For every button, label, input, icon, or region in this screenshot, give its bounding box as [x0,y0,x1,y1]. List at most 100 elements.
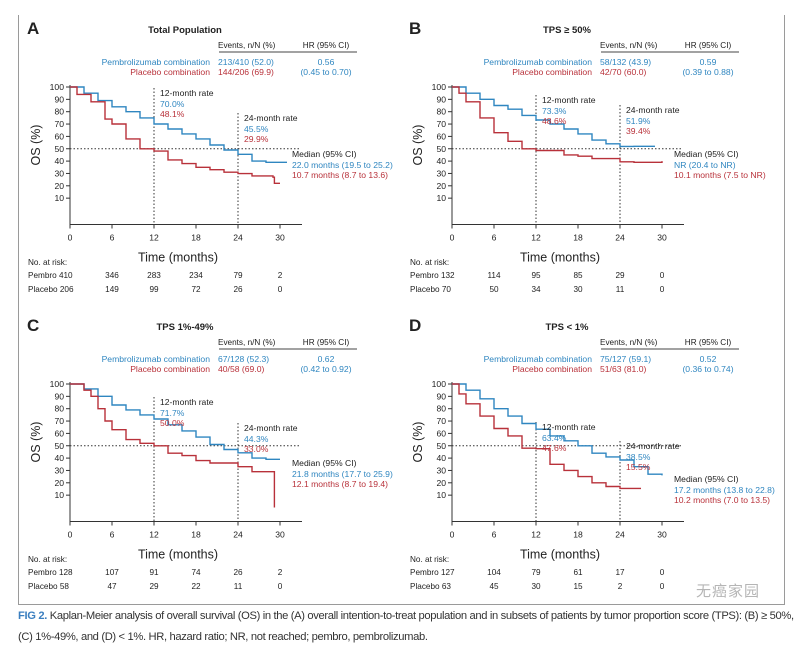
y-axis-label: OS (%) [29,125,43,166]
at-risk-placebo-count: 11 [234,582,243,591]
x-tick-label: 12 [149,233,159,243]
y-axis-label: OS (%) [411,125,425,166]
pembro-survival-curve [70,86,287,163]
x-tick-label: 30 [657,530,667,540]
median-os-placebo: 10.7 months (8.7 to 13.6) [292,170,388,180]
at-risk-pembro-count: 26 [233,568,243,577]
rate-24-month-placebo: 33.0% [244,444,269,454]
events-value: 75/127 (59.1) [600,354,651,364]
rate-12-month-placebo: 50.0% [160,418,185,428]
at-risk-placebo-count: 11 [616,285,625,294]
y-tick-label: 100 [432,379,447,389]
x-tick-label: 0 [68,530,73,540]
y-tick-label: 40 [436,156,446,166]
y-tick-label: 90 [54,391,64,401]
median-os-placebo: 10.2 months (7.0 to 13.5) [674,495,770,505]
at-risk-placebo-label: Placebo 63 [410,582,451,591]
panel-title: TPS 1%-49% [156,322,214,333]
hr-header: HR (95% CI) [685,338,732,347]
y-tick-label: 70 [436,416,446,426]
at-risk-label: No. at risk: [28,258,67,267]
rate-24-month-label: 24-month rate [244,423,298,433]
at-risk-placebo-label: Placebo 70 [410,285,451,294]
at-risk-pembro-count: 114 [487,271,500,280]
pembro-survival-curve [452,383,663,476]
caption-text: Kaplan-Meier analysis of overall surviva… [18,610,794,643]
placebo-survival-curve [452,86,663,163]
events-value: 67/128 (52.3) [218,354,269,364]
hr-value: 0.52 [700,354,717,364]
at-risk-pembro-count: 95 [531,271,541,280]
at-risk-pembro-count: 107 [105,568,119,577]
x-tick-label: 24 [233,530,243,540]
at-risk-pembro-count: 91 [149,568,159,577]
y-tick-label: 90 [436,94,446,104]
events-header: Events, n/N (%) [600,41,658,50]
hr-value: (0.39 to 0.88) [682,67,733,77]
panel-letter: A [27,19,39,38]
series-legend-label: Placebo combination [512,364,592,374]
x-tick-label: 6 [110,233,115,243]
series-legend-label: Pembrolizumab combination [484,57,593,67]
at-risk-placebo-count: 0 [278,582,283,591]
rate-12-month-pembro: 63.4% [542,433,567,443]
at-risk-pembro-count: 346 [105,271,119,280]
y-tick-label: 20 [436,478,446,488]
x-tick-label: 12 [149,530,159,540]
hr-header: HR (95% CI) [685,41,732,50]
at-risk-placebo-count: 149 [105,285,119,294]
x-tick-label: 30 [275,530,285,540]
y-tick-label: 50 [436,441,446,451]
y-tick-label: 90 [436,391,446,401]
rate-12-month-label: 12-month rate [160,88,214,98]
rate-12-month-pembro: 71.7% [160,408,185,418]
y-tick-label: 40 [436,453,446,463]
rate-24-month-label: 24-month rate [244,113,298,123]
x-tick-label: 6 [492,233,497,243]
rate-24-month-pembro: 38.5% [626,452,651,462]
rate-12-month-label: 12-month rate [542,95,596,105]
at-risk-pembro-count: 0 [660,271,665,280]
y-tick-label: 40 [54,453,64,463]
y-tick-label: 20 [436,181,446,191]
y-tick-label: 60 [436,428,446,438]
rate-24-month-pembro: 44.3% [244,434,269,444]
at-risk-placebo-count: 30 [573,285,583,294]
rate-24-month-pembro: 45.5% [244,124,269,134]
at-risk-pembro-count: 74 [191,568,201,577]
y-tick-label: 10 [436,490,446,500]
events-header: Events, n/N (%) [218,338,276,347]
y-tick-label: 30 [54,465,64,475]
hr-value: 0.59 [700,57,717,67]
y-tick-label: 70 [54,416,64,426]
at-risk-placebo-count: 50 [489,285,499,294]
x-axis-label: Time (months) [138,251,218,265]
at-risk-label: No. at risk: [28,555,67,564]
rate-24-month-label: 24-month rate [626,105,680,115]
series-legend-label: Placebo combination [130,67,210,77]
hr-header: HR (95% CI) [303,41,350,50]
median-os-pembro: NR (20.4 to NR) [674,160,736,170]
at-risk-pembro-count: 17 [615,568,625,577]
y-tick-label: 30 [54,168,64,178]
x-tick-label: 30 [275,233,285,243]
y-tick-label: 90 [54,94,64,104]
series-legend-label: Pembrolizumab combination [102,354,211,364]
y-tick-label: 50 [54,144,64,154]
x-tick-label: 24 [233,233,243,243]
y-tick-label: 20 [54,181,64,191]
at-risk-pembro-count: 283 [147,271,161,280]
rate-12-month-pembro: 70.0% [160,99,185,109]
at-risk-placebo-label: Placebo 58 [28,582,69,591]
y-tick-label: 10 [54,490,64,500]
x-tick-label: 30 [657,233,667,243]
x-tick-label: 12 [531,530,541,540]
y-axis-label: OS (%) [411,422,425,463]
rate-12-month-placebo: 48.1% [160,109,185,119]
rate-24-month-placebo: 39.4% [626,126,651,136]
y-tick-label: 40 [54,156,64,166]
panel-letter: B [409,19,421,38]
at-risk-label: No. at risk: [410,555,449,564]
y-tick-label: 80 [54,404,64,414]
at-risk-placebo-count: 0 [278,285,283,294]
